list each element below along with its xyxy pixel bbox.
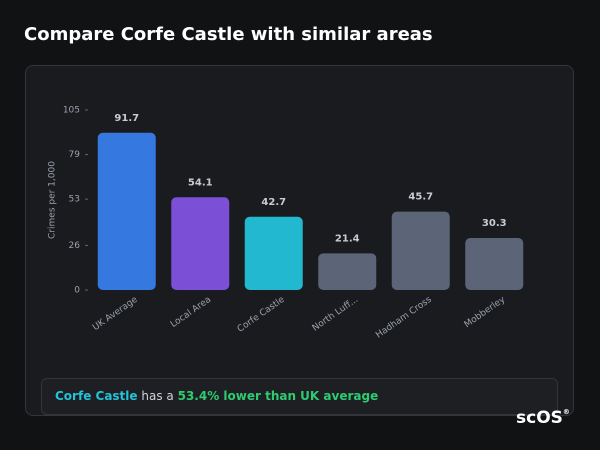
bar [391, 211, 450, 290]
x-tick-label: UK Average [91, 295, 140, 333]
value-label: 21.4 [335, 233, 360, 244]
y-tick-label: 105 [63, 106, 80, 116]
bar [97, 132, 156, 290]
summary-text: has a [141, 389, 174, 403]
value-label: 45.7 [408, 192, 433, 203]
x-tick-label: Hadham Cross [374, 295, 434, 341]
bar [244, 216, 303, 290]
y-tick-label: 79 [69, 150, 81, 160]
value-label: 42.7 [261, 197, 286, 208]
summary-highlight: 53.4% lower than UK average [177, 389, 379, 403]
y-tick-label: 0 [74, 286, 80, 296]
bar [171, 197, 230, 290]
logo: scOS® [516, 408, 570, 428]
x-tick-label: Local Area [169, 295, 213, 330]
value-label: 54.1 [188, 177, 213, 188]
x-tick-label: North Luff... [311, 295, 360, 334]
logo-text: scOS [516, 408, 563, 428]
area-name: Corfe Castle [55, 389, 138, 403]
y-axis-label: Crimes per 1,000 [48, 161, 58, 239]
value-label: 91.7 [114, 113, 139, 124]
y-tick-label: 26 [69, 241, 81, 251]
x-tick-label: Mobberley [463, 294, 508, 330]
bar [465, 238, 524, 290]
x-tick-label: Corfe Castle [236, 295, 287, 335]
value-label: 30.3 [482, 218, 507, 229]
summary: Corfe Castle has a 53.4% lower than UK a… [41, 378, 558, 415]
logo-mark: ® [562, 408, 570, 416]
bar [318, 253, 377, 290]
page-title: Compare Corfe Castle with similar areas [24, 24, 433, 45]
y-tick-label: 53 [69, 195, 80, 205]
